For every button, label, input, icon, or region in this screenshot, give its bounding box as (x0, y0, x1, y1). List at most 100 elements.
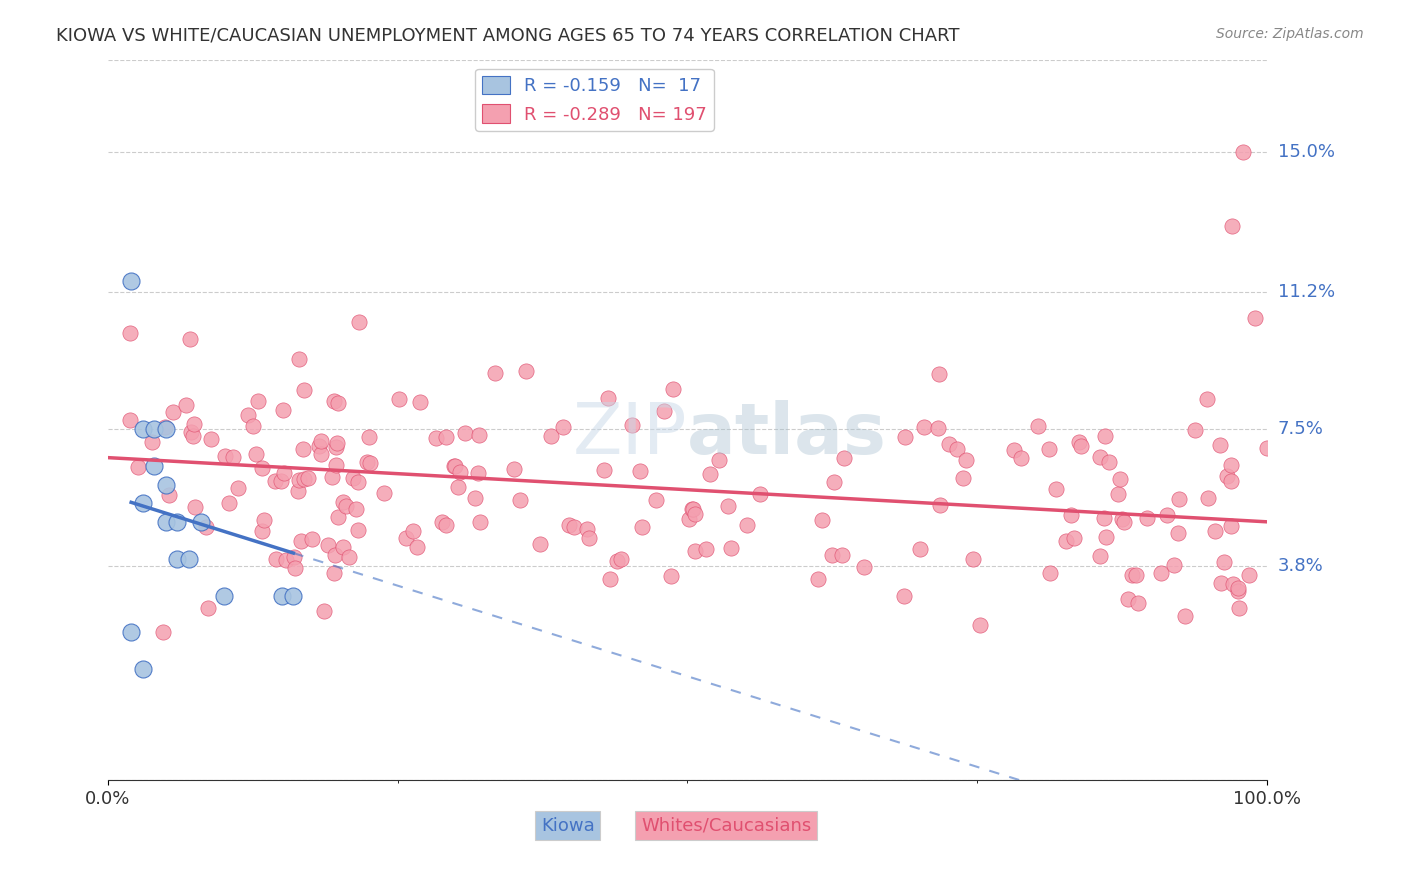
Point (132, 662, 155, 676)
Point (529, 537, 551, 551)
Point (596, 391, 619, 405)
Point (332, 540, 354, 554)
Point (292, 383, 315, 397)
Point (578, 531, 600, 545)
Point (1163, 558, 1185, 572)
Point (1219, 519, 1241, 533)
Point (709, 453, 731, 467)
Point (894, 430, 917, 444)
Point (631, 520, 654, 534)
Point (312, 604, 335, 618)
Point (430, 516, 453, 530)
Point (263, 474, 285, 488)
Point (318, 538, 340, 552)
Point (297, 471, 319, 485)
Point (562, 519, 585, 533)
Point (347, 475, 370, 489)
Point (576, 523, 599, 537)
Point (454, 425, 477, 440)
Point (292, 472, 315, 486)
Point (609, 552, 631, 566)
Point (247, 394, 270, 409)
Point (807, 572, 830, 586)
Point (628, 464, 651, 478)
Point (190, 515, 212, 529)
Point (659, 569, 682, 583)
Point (893, 589, 915, 603)
Point (652, 404, 675, 418)
Point (938, 437, 960, 451)
Point (1167, 525, 1189, 540)
Point (200, 432, 222, 446)
Point (309, 434, 332, 449)
Point (1174, 609, 1197, 624)
Point (1094, 530, 1116, 544)
Point (222, 450, 245, 464)
Point (322, 393, 344, 408)
Point (1108, 486, 1130, 500)
Point (823, 475, 845, 489)
Point (962, 552, 984, 566)
Point (406, 540, 429, 554)
Point (288, 473, 311, 487)
Text: atlas: atlas (688, 400, 887, 469)
Point (1220, 219, 1243, 233)
Point (344, 502, 367, 516)
Point (1219, 458, 1241, 472)
Point (291, 442, 314, 456)
Point (599, 572, 621, 586)
Point (503, 462, 526, 476)
Point (1094, 429, 1116, 443)
Text: ZIP: ZIP (572, 400, 688, 469)
Point (181, 428, 204, 442)
Point (1126, 596, 1149, 610)
Point (337, 550, 360, 565)
Point (1184, 423, 1206, 437)
Point (467, 467, 489, 481)
Point (553, 420, 575, 434)
Point (309, 447, 332, 461)
Point (155, 422, 177, 436)
Point (682, 501, 704, 516)
Point (928, 498, 950, 512)
Point (1002, 442, 1025, 457)
Point (236, 409, 259, 423)
Point (1136, 511, 1159, 525)
Point (1197, 392, 1219, 407)
Point (308, 439, 330, 453)
Point (274, 553, 297, 567)
Point (326, 396, 349, 410)
Point (153, 419, 176, 434)
Point (270, 474, 292, 488)
Point (832, 450, 855, 465)
Point (177, 551, 200, 566)
Point (1209, 576, 1232, 591)
Text: Source: ZipAtlas.com: Source: ZipAtlas.com (1216, 27, 1364, 41)
Point (359, 430, 381, 444)
Point (287, 483, 309, 498)
Point (952, 471, 974, 485)
Point (1098, 455, 1121, 469)
Point (1026, 419, 1049, 434)
Point (1156, 508, 1178, 522)
Point (264, 551, 287, 566)
Point (1232, 145, 1254, 159)
Point (290, 533, 312, 548)
Point (155, 477, 177, 491)
Point (166, 515, 188, 529)
Point (197, 600, 219, 615)
Point (509, 492, 531, 507)
Point (735, 518, 758, 533)
Point (449, 465, 471, 479)
Point (326, 510, 349, 524)
Point (283, 589, 305, 603)
Point (1197, 491, 1219, 505)
Point (273, 466, 295, 480)
Point (852, 559, 875, 574)
Point (1112, 515, 1135, 529)
Legend: R = -0.159   N=  17, R = -0.289   N= 197: R = -0.159 N= 17, R = -0.289 N= 197 (475, 69, 714, 131)
Point (695, 541, 717, 556)
Point (120, 274, 142, 288)
Point (321, 470, 343, 484)
Point (242, 418, 264, 433)
